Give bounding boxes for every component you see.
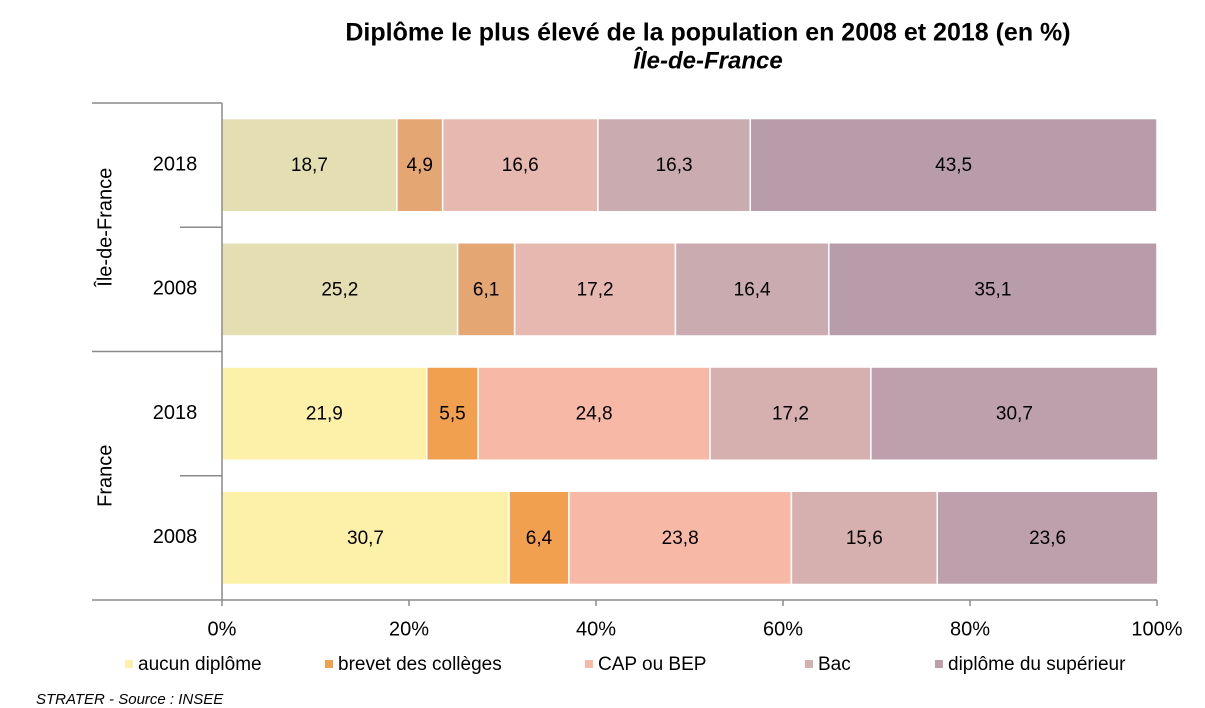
source: STRATER - Source : INSEE: [36, 691, 224, 708]
value-label: 5,5: [439, 404, 465, 425]
y-tick-label: 2008: [153, 278, 198, 300]
y-tick-label: 2018: [153, 402, 198, 424]
legend-swatch: [585, 660, 593, 668]
bar-segment: [870, 366, 1159, 461]
legend-label: CAP ou BEP: [598, 654, 706, 675]
bar-segment: [828, 242, 1158, 337]
value-label: 23,6: [1029, 528, 1066, 549]
legend-swatch: [325, 660, 333, 668]
bar-segment: [426, 366, 479, 461]
x-tick-label: 80%: [950, 618, 990, 640]
bar-segment: [790, 490, 939, 586]
value-label: 16,6: [502, 155, 539, 176]
y-tick-label: 2018: [153, 153, 198, 175]
legend-swatch: [935, 660, 943, 668]
value-label: 16,3: [656, 155, 693, 176]
value-label: 15,6: [846, 528, 883, 549]
bar-segment: [674, 242, 830, 337]
value-label: 16,4: [734, 279, 771, 300]
legend-label: diplôme du supérieur: [948, 654, 1126, 675]
bar-segment: [709, 366, 872, 461]
value-label: 4,9: [407, 155, 433, 176]
bar-segment: [508, 490, 570, 586]
value-label: 17,2: [577, 279, 614, 300]
legend-label: brevet des collèges: [338, 654, 502, 675]
y-tick-label: 2008: [153, 526, 198, 548]
chart-title: Diplôme le plus élevé de la population e…: [345, 19, 1070, 47]
x-tick-label: 0%: [208, 618, 237, 640]
bar-segment: [936, 490, 1159, 586]
value-label: 6,4: [526, 528, 553, 549]
bar-segment: [513, 242, 677, 337]
bar-segment: [477, 366, 711, 461]
value-label: 23,8: [662, 528, 699, 549]
bar-segment: [221, 490, 510, 586]
bar-segment: [221, 366, 428, 461]
x-tick-label: 60%: [763, 618, 803, 640]
legend-swatch: [805, 660, 813, 668]
legend-label: aucun diplôme: [138, 654, 262, 675]
value-label: 30,7: [347, 528, 384, 549]
legend-label: Bac: [818, 654, 851, 675]
bar-segment: [568, 490, 793, 586]
bar-segment: [749, 117, 1158, 213]
value-label: 30,7: [996, 404, 1033, 425]
x-tick-label: 20%: [389, 618, 429, 640]
value-label: 43,5: [935, 155, 972, 176]
group-label: France: [94, 445, 116, 507]
value-label: 6,1: [473, 279, 499, 300]
group-label: Île-de-France: [93, 168, 116, 288]
value-label: 21,9: [306, 404, 343, 425]
value-label: 24,8: [576, 404, 613, 425]
value-label: 35,1: [974, 279, 1011, 300]
bar-segment: [441, 117, 599, 213]
value-label: 18,7: [291, 155, 328, 176]
bar-segment: [456, 242, 516, 337]
value-label: 25,2: [321, 279, 358, 300]
x-tick-label: 40%: [576, 618, 616, 640]
legend-swatch: [125, 660, 133, 668]
value-label: 17,2: [772, 404, 809, 425]
x-tick-label: 100%: [1131, 618, 1182, 640]
chart-subtitle: Île-de-France: [633, 46, 782, 74]
